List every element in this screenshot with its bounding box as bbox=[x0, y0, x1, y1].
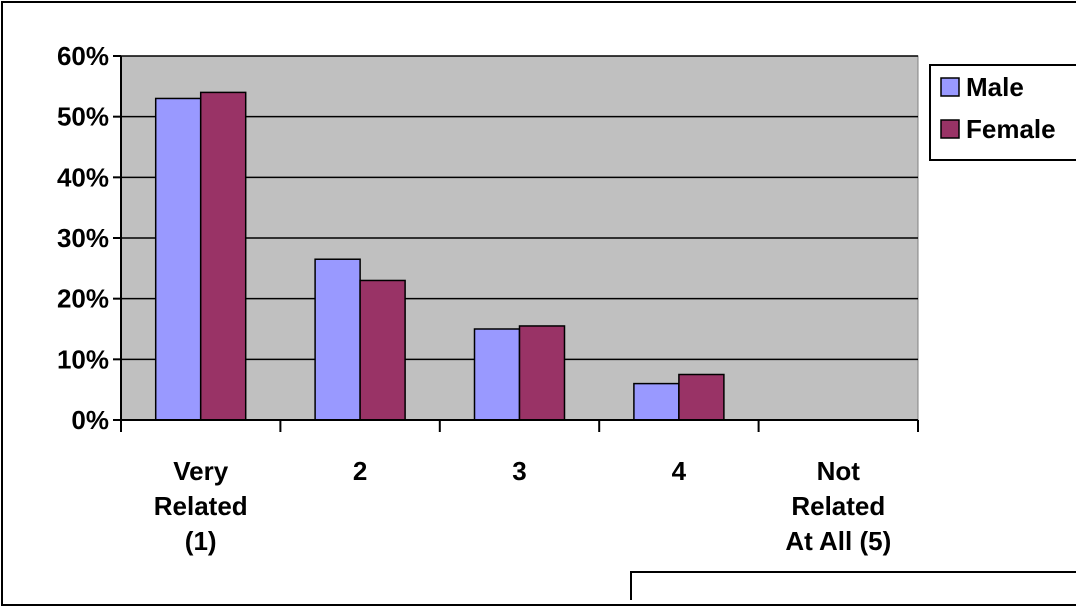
y-axis-labels: 0% 10% 20% 30% 40% 50% 60% bbox=[57, 41, 109, 435]
legend-label-female: Female bbox=[966, 114, 1056, 144]
legend-label-male: Male bbox=[966, 72, 1024, 102]
bar-female-0 bbox=[199, 91, 247, 421]
x-tick-label: 3 bbox=[512, 456, 526, 486]
y-tick-label: 40% bbox=[57, 162, 109, 192]
bar-male-3 bbox=[633, 382, 680, 421]
legend-swatch-female bbox=[940, 119, 960, 139]
y-tick-label: 50% bbox=[57, 102, 109, 132]
bar-female-2 bbox=[518, 325, 566, 421]
x-tick-label: Very Related (1) bbox=[154, 456, 248, 556]
bar-male-0 bbox=[154, 97, 202, 421]
x-tick-label: 2 bbox=[353, 456, 367, 486]
gridlines bbox=[121, 55, 918, 361]
x-tick-label: Not Related At All (5) bbox=[785, 456, 891, 556]
bar-male-2 bbox=[473, 328, 521, 421]
y-tick-label: 20% bbox=[57, 284, 109, 314]
axes bbox=[113, 55, 919, 432]
legend: Male Female bbox=[929, 64, 1076, 161]
x-tick-label: 4 bbox=[672, 456, 687, 486]
y-tick-label: 10% bbox=[57, 344, 109, 374]
bar-male-1 bbox=[314, 258, 361, 421]
bar-female-1 bbox=[359, 279, 406, 421]
x-axis-labels: Very Related (1) 2 3 4 Not Related At All (5) bbox=[154, 456, 892, 556]
bar-female-3 bbox=[678, 373, 725, 421]
legend-swatch-male bbox=[940, 77, 960, 97]
y-tick-label: 0% bbox=[71, 405, 109, 435]
inset-box bbox=[630, 571, 1076, 600]
y-tick-label: 30% bbox=[57, 223, 109, 253]
y-tick-label: 60% bbox=[57, 41, 109, 71]
